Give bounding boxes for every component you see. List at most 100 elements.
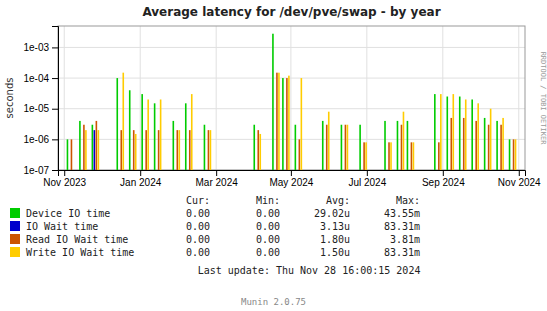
bar <box>154 103 156 170</box>
bar <box>297 170 299 171</box>
bar <box>284 170 286 171</box>
bar <box>210 130 212 170</box>
table-cell: 3.81m <box>390 234 420 245</box>
bar <box>179 130 181 170</box>
bar <box>79 121 81 170</box>
table-cell: 1.80u <box>320 234 350 245</box>
y-tick-label: 1e-07 <box>23 165 49 176</box>
bar <box>257 130 259 170</box>
bar <box>486 170 488 171</box>
bar <box>407 121 409 170</box>
bar <box>440 94 442 170</box>
bar <box>122 73 124 170</box>
bar <box>67 139 69 170</box>
bar <box>301 78 303 170</box>
bar <box>208 130 210 170</box>
side-annotation: RRDTOOL / TOBI OETIKER <box>539 52 547 146</box>
bar <box>363 142 365 170</box>
bar <box>361 170 363 171</box>
x-tick-label: Nov 2024 <box>498 177 541 188</box>
x-grid-line <box>140 26 141 170</box>
bar <box>448 170 450 171</box>
y-grid-line <box>58 108 525 109</box>
plot-frame <box>58 26 525 170</box>
bar <box>452 94 454 170</box>
y-axis: 1e-071e-061e-051e-041e-03 <box>23 27 58 176</box>
bar <box>463 118 465 170</box>
chart: Nov 2023Jan 2024Mar 2024May 2024Jul 2024… <box>0 0 547 311</box>
x-tick-mark <box>367 170 368 176</box>
legend-swatch <box>10 208 20 218</box>
bar <box>434 94 436 170</box>
bar <box>386 170 388 171</box>
bar <box>477 103 479 170</box>
bar <box>488 125 490 170</box>
bar <box>509 139 511 170</box>
bar <box>399 170 401 171</box>
table-cell: 83.31m <box>384 221 420 232</box>
table-cell: 0.00 <box>256 247 280 258</box>
x-grid-line <box>290 26 291 170</box>
bar <box>438 142 440 170</box>
x-tick: Nov 2024 <box>498 170 541 188</box>
bar <box>73 170 75 171</box>
bar <box>288 76 290 170</box>
table-cell: 0.00 <box>256 208 280 219</box>
bar <box>259 134 261 170</box>
legend-table: Cur:Min:Avg:Max:Device IO time0.000.0029… <box>10 195 420 258</box>
series-bars <box>94 130 96 170</box>
bar <box>173 121 175 170</box>
bar <box>502 118 504 170</box>
x-tick: Sep 2024 <box>422 170 465 188</box>
bar <box>145 130 147 170</box>
bar <box>158 130 160 170</box>
bar <box>120 130 122 170</box>
bar <box>187 170 189 171</box>
bars <box>67 34 517 170</box>
bar <box>515 139 517 170</box>
y-tick-mark <box>52 47 58 48</box>
bar <box>343 170 345 171</box>
bar <box>490 109 492 170</box>
x-tick-label: May 2024 <box>269 177 313 188</box>
y-tick: 1e-06 <box>23 134 58 145</box>
y-axis-line <box>52 27 59 171</box>
bar <box>341 125 343 170</box>
bar <box>446 97 448 170</box>
y-axis-title: seconds <box>4 78 15 119</box>
y-tick: 1e-04 <box>23 73 58 84</box>
bar <box>324 170 326 171</box>
table-header: Min: <box>256 195 280 206</box>
table-cell: 29.02u <box>314 208 350 219</box>
bar <box>255 170 257 171</box>
bar <box>459 97 461 170</box>
table-header: Max: <box>396 195 420 206</box>
y-tick-mark <box>52 170 58 171</box>
x-axis: Nov 2023Jan 2024Mar 2024May 2024Jul 2024… <box>43 170 541 188</box>
bar <box>436 170 438 171</box>
title: Average latency for /dev/pve/swap - by y… <box>142 5 440 19</box>
bar <box>191 94 193 170</box>
y-tick: 1e-07 <box>23 165 58 176</box>
bar <box>403 112 405 170</box>
table-cell: 83.31m <box>384 247 420 258</box>
bar <box>498 170 500 171</box>
bar <box>390 142 392 170</box>
x-tick-label: Sep 2024 <box>422 177 465 188</box>
bar <box>98 130 100 170</box>
x-tick-label: Jul 2024 <box>348 177 386 188</box>
y-grid-line <box>58 47 525 48</box>
table-cell: 3.13u <box>320 221 350 232</box>
bar <box>511 170 513 171</box>
x-tick-mark <box>140 170 141 176</box>
bar <box>85 130 87 170</box>
x-tick: Jul 2024 <box>348 170 386 188</box>
bar <box>118 170 120 171</box>
bar <box>189 130 191 170</box>
bar <box>282 78 284 170</box>
table-cell: 0.00 <box>186 221 210 232</box>
bar <box>471 99 473 170</box>
bar <box>500 125 502 170</box>
grid <box>58 26 525 170</box>
x-tick: Jan 2024 <box>120 170 162 188</box>
